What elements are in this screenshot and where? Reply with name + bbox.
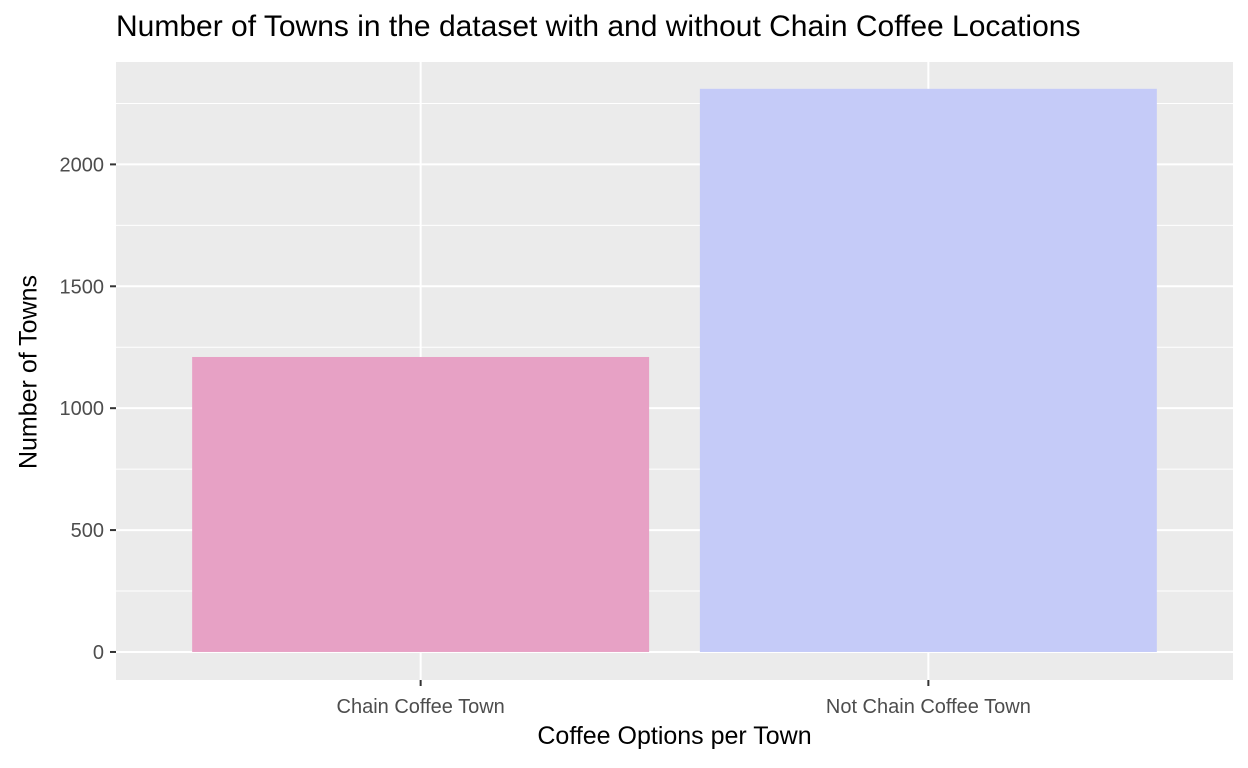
y-tick-label: 1500 xyxy=(60,276,105,298)
x-axis-title: Coffee Options per Town xyxy=(537,722,812,750)
x-tick-label: Chain Coffee Town xyxy=(337,696,505,718)
x-axis-ticks: Chain Coffee Town Not Chain Coffee Town xyxy=(337,680,1031,718)
y-axis-title: Number of Towns xyxy=(14,274,43,470)
chart-title: Number of Towns in the dataset with and … xyxy=(116,10,1081,43)
bar-not-chain-coffee-town xyxy=(699,88,1157,652)
y-axis-ticks: 0 500 1000 1500 2000 xyxy=(60,154,116,664)
x-tick-label: Not Chain Coffee Town xyxy=(826,696,1031,718)
y-tick-label: 1000 xyxy=(60,398,105,420)
y-tick-label: 0 xyxy=(93,642,104,664)
y-tick-label: 500 xyxy=(71,520,104,542)
bar-chain-coffee-town xyxy=(192,356,650,652)
y-tick-label: 2000 xyxy=(60,154,105,176)
bars xyxy=(192,88,1157,652)
